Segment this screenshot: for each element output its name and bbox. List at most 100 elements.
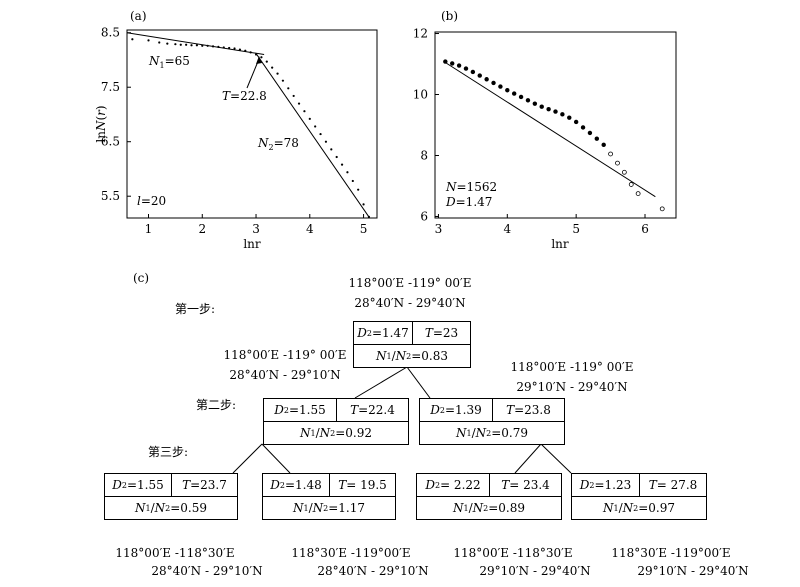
node-d-value: D 2 =1.55 [105,474,172,496]
node-t-value: T =23 [424,326,459,340]
data-point [330,148,333,151]
node-d-value: D 2 =1.39 [420,399,493,421]
node-1-range: 118°00′E -119° 00′E 28°40′N - 29°10′N [205,347,365,383]
annotation-d: D=1.47 [445,195,492,209]
data-point [621,169,627,175]
data-point [319,132,322,136]
data-point [635,191,641,197]
data-point [615,160,620,166]
x-tick-label: 6 [641,222,649,236]
tree-edge [514,443,542,474]
range-lat: 29°10′N - 29°40′N [637,564,749,578]
data-point [594,136,600,141]
data-point [211,45,215,48]
data-point [190,44,193,47]
tree-node-2: D 2 =1.39 T =23.8 N 1/N 2 =0.79 [419,398,565,445]
data-point [254,53,258,56]
x-tick-label: 4 [306,222,314,236]
data-point [147,39,150,42]
tree-node-4: D 2 =1.48 T = 19.5 N 1/N 2 =1.17 [262,473,396,520]
data-point [158,41,161,44]
data-point [560,112,565,117]
tree-node-3: D 2 =1.55 T =23.7 N 1/N 2 =0.59 [104,473,238,520]
data-point [546,106,551,112]
x-tick-label: 2 [198,222,206,236]
panel-a-xlabel: lnr [243,237,261,251]
fit-line [126,32,265,56]
panel-a-label: (a) [130,9,147,23]
data-point [357,188,360,191]
data-point [238,48,242,51]
y-tick-label: 6 [420,209,428,223]
data-point [505,88,510,93]
y-tick-label: 5.5 [101,189,120,203]
data-point [518,94,524,100]
panel-b-marks [443,59,665,212]
data-point [470,69,476,75]
annotation-l: l=20 [137,194,166,208]
data-point [166,42,169,45]
node-t-value: T =22.4 [350,403,395,417]
tree-edge [232,443,263,474]
data-point [362,203,365,206]
annotation-n2: N2=78 [257,136,299,152]
panel-b-label: (b) [441,9,458,23]
data-point [271,66,274,69]
y-tick-label: 12 [413,27,428,41]
data-point [346,171,349,174]
node-t-value: T =23.8 [506,403,551,417]
annotation-n: N=1562 [445,180,497,194]
data-point [567,115,572,120]
data-point [303,110,306,113]
data-point [195,44,198,47]
data-point [511,91,517,96]
data-point [484,77,489,82]
node-ratio: N 1/N 2 =0.97 [602,501,675,515]
data-point [174,43,177,46]
data-point [367,215,371,219]
tree-edge [261,443,291,474]
range-lon: 118°00′E -118°30′E [453,546,573,560]
range-lon: 118°00′E -119° 00′E [223,348,347,362]
data-point [443,59,448,64]
data-point [532,101,538,106]
data-point [228,46,231,50]
panel-a-marks [126,32,371,219]
node-0-range: 118°00′E -119° 00′E 28°40′N - 29°40′N [330,275,490,311]
data-point [308,117,311,120]
data-point [131,38,134,41]
node-ratio: N 1/N 2 =0.59 [134,501,207,515]
data-point [201,44,204,47]
data-point [659,206,665,212]
data-point [217,45,220,48]
data-point [463,66,469,71]
range-lon: 118°30′E -119°00′E [291,546,411,560]
tree-edge [540,443,572,474]
data-point [351,179,354,183]
panel-b-frame [434,31,677,219]
data-point [456,63,462,68]
data-point [335,155,338,159]
panel-a-ticks: 1 2 3 4 5 8.5 7.5 6.5 5.5 [101,26,367,236]
annotation-t: T=22.8 [222,89,267,103]
node-4-range: 118°30′E -119°00′E 28°40′N - 29°10′N [266,545,436,579]
step-3-label: 第三步: [148,445,189,459]
step-2-label: 第二步: [196,398,237,412]
node-ratio: N 1/N 2 =0.79 [455,426,528,440]
node-ratio: N 1/N 2 =1.17 [292,501,365,515]
panel-c-label: (c) [133,271,149,285]
x-tick-label: 3 [435,222,443,236]
data-point [601,142,606,148]
data-point [287,87,290,90]
step-1-label: 第一步: [175,302,216,316]
panel-b-ticks: 3 4 5 6 12 10 8 6 [413,27,649,236]
node-ratio: N 1/N 2 =0.83 [375,349,448,363]
data-point [265,60,268,63]
data-point [340,163,344,166]
y-tick-label: 8 [420,148,428,162]
data-point [608,151,613,157]
data-point [292,94,295,98]
data-point [281,79,285,82]
data-point [553,109,558,114]
